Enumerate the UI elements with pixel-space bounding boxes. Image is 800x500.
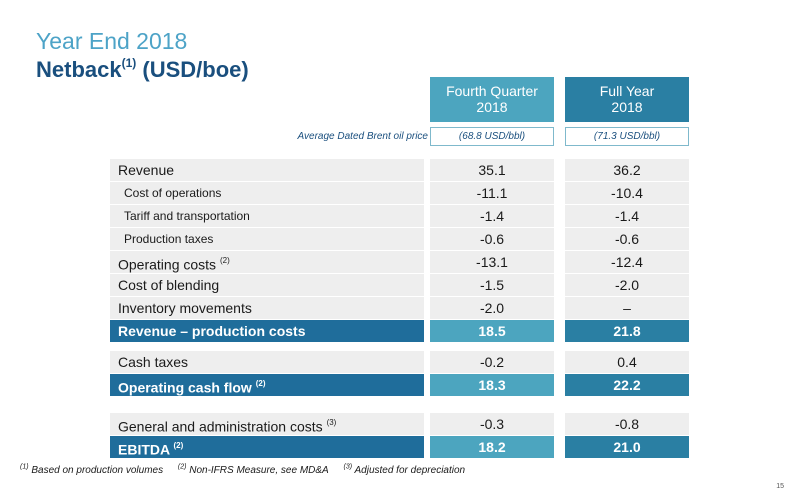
row-value-fy: 21.0 xyxy=(565,436,689,458)
row-value-fy: -2.0 xyxy=(565,274,689,296)
row-value-fy: -0.6 xyxy=(565,228,689,250)
row-value-q4: -0.3 xyxy=(430,413,554,435)
title-netback-word: Netback xyxy=(36,57,122,82)
row-value-q4: 35.1 xyxy=(430,159,554,181)
row-value-q4: 18.3 xyxy=(430,374,554,396)
page-number: 15 xyxy=(776,483,784,490)
table-row-ebitda: EBITDA (2) 18.2 21.0 xyxy=(110,436,689,458)
table-row-tariff: Tariff and transportation -1.4 -1.4 xyxy=(110,205,689,227)
row-value-fy: 36.2 xyxy=(565,159,689,181)
column-header-fy-line2: 2018 xyxy=(611,99,643,115)
column-header-fy-line1: Full Year xyxy=(599,83,655,99)
row-value-q4: -13.1 xyxy=(430,251,554,273)
brent-label: Average Dated Brent oil price xyxy=(297,131,428,142)
row-value-q4: 18.5 xyxy=(430,320,554,342)
table-row-cash-taxes: Cash taxes -0.2 0.4 xyxy=(110,351,689,373)
row-label: Tariff and transportation xyxy=(110,205,424,227)
table-row-inventory-movements: Inventory movements -2.0 – xyxy=(110,297,689,319)
row-value-fy: 22.2 xyxy=(565,374,689,396)
row-label: Revenue – production costs xyxy=(110,320,424,342)
column-header-q4-line1: Fourth Quarter xyxy=(446,83,538,99)
table-row-revenue: Revenue 35.1 36.2 xyxy=(110,159,689,181)
title-netback: Netback(1) (USD/boe) xyxy=(36,55,249,83)
row-label: Cost of operations xyxy=(110,182,424,204)
footnote-3: (3) Adjusted for depreciation xyxy=(343,464,466,477)
row-label: Production taxes xyxy=(110,228,424,250)
row-value-q4: -11.1 xyxy=(430,182,554,204)
row-value-fy: -1.4 xyxy=(565,205,689,227)
title-year-end: Year End 2018 xyxy=(36,28,188,54)
row-value-fy: – xyxy=(565,297,689,319)
row-label: Revenue xyxy=(110,159,424,181)
title-netback-unit: (USD/boe) xyxy=(142,57,249,82)
row-value-q4: -0.2 xyxy=(430,351,554,373)
footnote-2: (2) Non-IFRS Measure, see MD&A xyxy=(177,464,329,477)
row-value-q4: -2.0 xyxy=(430,297,554,319)
row-label: Operating cash flow (2) xyxy=(110,374,424,396)
footnotes: (1) Based on production volumes (2) Non-… xyxy=(20,464,477,476)
row-label: EBITDA (2) xyxy=(110,436,424,458)
brent-q4: (68.8 USD/bbl) xyxy=(430,127,554,146)
row-label: Operating costs (2) xyxy=(110,251,424,273)
footnote-1: (1) Based on production volumes xyxy=(20,464,164,477)
row-value-q4: 18.2 xyxy=(430,436,554,458)
row-value-q4: -1.5 xyxy=(430,274,554,296)
table-row-cost-of-blending: Cost of blending -1.5 -2.0 xyxy=(110,274,689,296)
row-value-q4: -0.6 xyxy=(430,228,554,250)
row-label: Inventory movements xyxy=(110,297,424,319)
row-value-fy: 21.8 xyxy=(565,320,689,342)
table-row-operating-cash-flow: Operating cash flow (2) 18.3 22.2 xyxy=(110,374,689,396)
column-header-q4: Fourth Quarter 2018 xyxy=(430,77,554,122)
row-label: Cost of blending xyxy=(110,274,424,296)
table-row-cost-of-operations: Cost of operations -11.1 -10.4 xyxy=(110,182,689,204)
row-label: Cash taxes xyxy=(110,351,424,373)
row-value-fy: -10.4 xyxy=(565,182,689,204)
title-netback-sup: (1) xyxy=(121,55,137,70)
table-row-production-taxes: Production taxes -0.6 -0.6 xyxy=(110,228,689,250)
row-value-q4: -1.4 xyxy=(430,205,554,227)
row-value-fy: -0.8 xyxy=(565,413,689,435)
column-header-fy: Full Year 2018 xyxy=(565,77,689,122)
brent-fy: (71.3 USD/bbl) xyxy=(565,127,689,146)
table-row-revenue-production-costs: Revenue – production costs 18.5 21.8 xyxy=(110,320,689,342)
row-value-fy: -12.4 xyxy=(565,251,689,273)
row-value-fy: 0.4 xyxy=(565,351,689,373)
table-row-general-admin: General and administration costs (3) -0.… xyxy=(110,413,689,435)
column-header-q4-line2: 2018 xyxy=(476,99,508,115)
row-label: General and administration costs (3) xyxy=(110,413,424,435)
table-row-operating-costs: Operating costs (2) -13.1 -12.4 xyxy=(110,251,689,273)
